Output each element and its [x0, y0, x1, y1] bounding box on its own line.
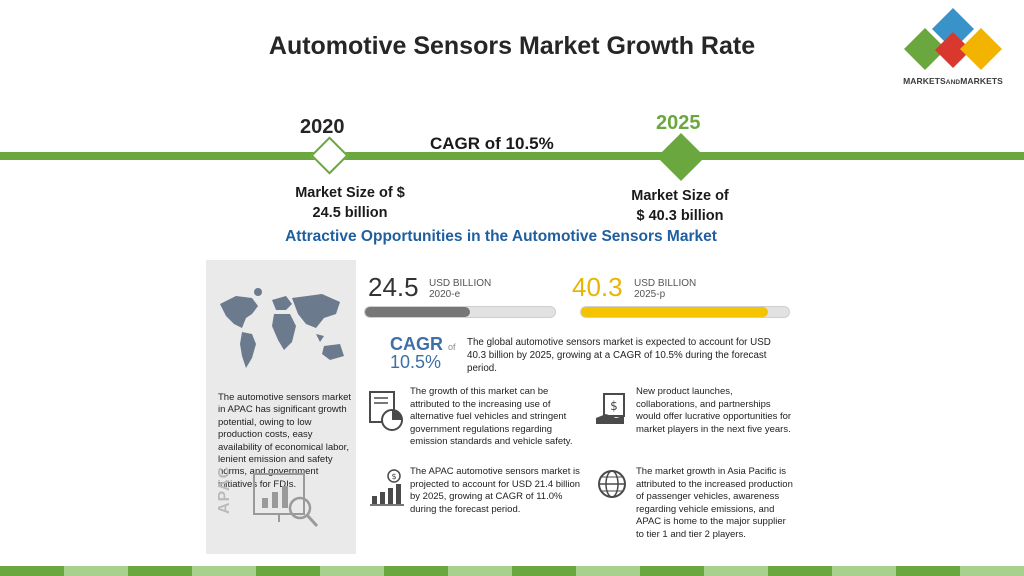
- market-size-end: Market Size of $ 40.3 billion: [631, 188, 729, 224]
- bottom-stripe-segment: [512, 566, 576, 576]
- market-value-2025: 40.3: [572, 272, 623, 302]
- timeline-diamond-start: [310, 136, 349, 175]
- bottom-stripe-segment: [832, 566, 896, 576]
- market-size-start: Market Size of $ 24.5 billion: [295, 185, 405, 221]
- infographic-panel: Attractive Opportunities in the Automoti…: [204, 224, 798, 556]
- analytics-board-icon: [253, 473, 319, 528]
- bottom-stripe-segment: [576, 566, 640, 576]
- year-end-label: 2025: [656, 112, 701, 134]
- marketsandmarkets-logo: MARKETSANDMARKETS: [888, 6, 1018, 86]
- insight-block-asia-pacific: The market growth in Asia Pacific is att…: [636, 466, 793, 540]
- logo-text: MARKETSANDMARKETS: [903, 76, 1003, 86]
- progress-fill-2020: [365, 307, 470, 317]
- slide-title: Automotive Sensors Market Growth Rate: [268, 32, 756, 60]
- market-unit-2025: USD BILLION 2025-p: [634, 278, 697, 300]
- handshake-money-icon: $: [596, 393, 625, 424]
- bottom-stripe-segment: [768, 566, 832, 576]
- svg-text:$: $: [610, 399, 618, 413]
- apac-description: The automotive sensors market in APAC ha…: [218, 392, 352, 490]
- bottom-stripe-segment: [256, 566, 320, 576]
- timeline-bar: [0, 152, 1024, 160]
- svg-text:$: $: [391, 472, 396, 481]
- apac-column: The automotive sensors market in APAC ha…: [206, 260, 356, 554]
- bottom-stripe-segment: [128, 566, 192, 576]
- bottom-stripe-segment: [192, 566, 256, 576]
- infographic-title: Attractive Opportunities in the Automoti…: [285, 228, 717, 245]
- market-unit-2020: USD BILLION 2020-e: [429, 278, 492, 300]
- bottom-stripe-segment: [320, 566, 384, 576]
- bottom-stripe-segment: [960, 566, 1024, 576]
- globe-icon: [598, 470, 626, 498]
- dollar-growth-chart-icon: $: [370, 469, 404, 506]
- timeline-diamond-end: [656, 132, 706, 182]
- bottom-stripe-segment: [0, 566, 64, 576]
- bottom-stripe: [0, 566, 1024, 576]
- progress-bar-2025: [580, 306, 790, 318]
- logo-diamonds-icon: [904, 8, 1002, 70]
- progress-fill-2025: [581, 307, 769, 317]
- bottom-stripe-segment: [704, 566, 768, 576]
- insight-block-growth: The growth of this market can be attribu…: [410, 386, 573, 448]
- apac-label: APAC: [216, 465, 233, 514]
- year-start-label: 2020: [300, 116, 345, 138]
- bottom-stripe-segment: [448, 566, 512, 576]
- progress-bar-2020: [364, 306, 556, 318]
- document-chart-icon: [369, 391, 403, 431]
- insight-block-opportunities: New product launches, collaborations, an…: [636, 386, 792, 435]
- cagr-label: CAGR of 10.5%: [430, 134, 554, 153]
- bottom-stripe-segment: [896, 566, 960, 576]
- market-value-2020: 24.5: [368, 272, 419, 302]
- insight-block-apac-projection: The APAC automotive sensors market is pr…: [410, 466, 581, 515]
- bottom-stripe-segment: [640, 566, 704, 576]
- cagr-heading: CAGR of: [390, 334, 456, 354]
- cagr-value: 10.5%: [390, 352, 442, 372]
- bottom-stripe-segment: [384, 566, 448, 576]
- bottom-stripe-segment: [64, 566, 128, 576]
- world-map-icon: [220, 288, 344, 368]
- cagr-description: The global automotive sensors market is …: [467, 337, 771, 374]
